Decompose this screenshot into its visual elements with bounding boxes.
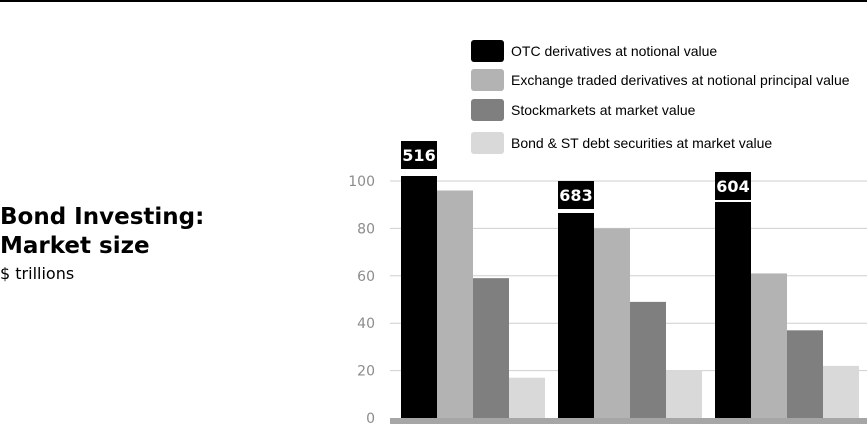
legend-label: Bond & ST debt securities at market valu… — [511, 135, 772, 151]
y-tick-label: 60 — [357, 269, 375, 285]
y-tick-label: 100 — [348, 174, 375, 190]
legend-swatch — [471, 40, 504, 62]
chart-subtitle: $ trillions — [0, 264, 75, 283]
bar-otc-derivatives — [715, 202, 751, 418]
bar-series-2 — [630, 301, 666, 418]
legend-swatch — [471, 69, 504, 91]
legend-label: OTC derivatives at notional value — [511, 43, 717, 59]
legend-label: Exchange traded derivatives at notional … — [511, 72, 850, 88]
top-rule — [0, 0, 867, 2]
x-axis-baseline — [390, 418, 867, 424]
bar-series-2 — [473, 278, 509, 418]
title-block: Bond Investing: Market size $ trillions — [0, 203, 204, 285]
bar-otc-derivatives — [558, 213, 594, 418]
bar-series-1 — [594, 228, 630, 418]
chart-title-line-1: Bond Investing: — [0, 204, 205, 230]
bar-series-3 — [666, 370, 702, 418]
chart-title-line-2: Market size — [0, 233, 150, 259]
bars: 516 683 604 — [401, 141, 859, 418]
bar-value-box — [401, 141, 437, 169]
bar-value-box — [558, 181, 594, 209]
bar-otc-derivatives — [401, 176, 437, 418]
legend-swatch — [471, 132, 504, 154]
bar-series-1 — [437, 190, 473, 418]
bar-series-2 — [787, 330, 823, 418]
bar-value-box — [715, 172, 751, 200]
y-tick-label: 20 — [357, 364, 375, 380]
y-tick-label: 0 — [366, 411, 375, 427]
bar-series-3 — [509, 377, 545, 418]
legend: OTC derivatives at notional value Exchang… — [471, 40, 850, 154]
bar-series-3 — [823, 365, 859, 418]
y-axis-ticks: 0 20 40 60 80 100 — [348, 174, 375, 427]
bar-value-label: 604 — [716, 177, 749, 196]
bar-value-label: 683 — [559, 186, 592, 205]
y-tick-label: 80 — [357, 221, 375, 237]
y-tick-label: 40 — [357, 316, 375, 332]
bar-value-label: 516 — [402, 146, 435, 165]
legend-label: Stockmarkets at market value — [511, 102, 696, 118]
bar-series-1 — [751, 273, 787, 418]
legend-swatch — [471, 99, 504, 121]
